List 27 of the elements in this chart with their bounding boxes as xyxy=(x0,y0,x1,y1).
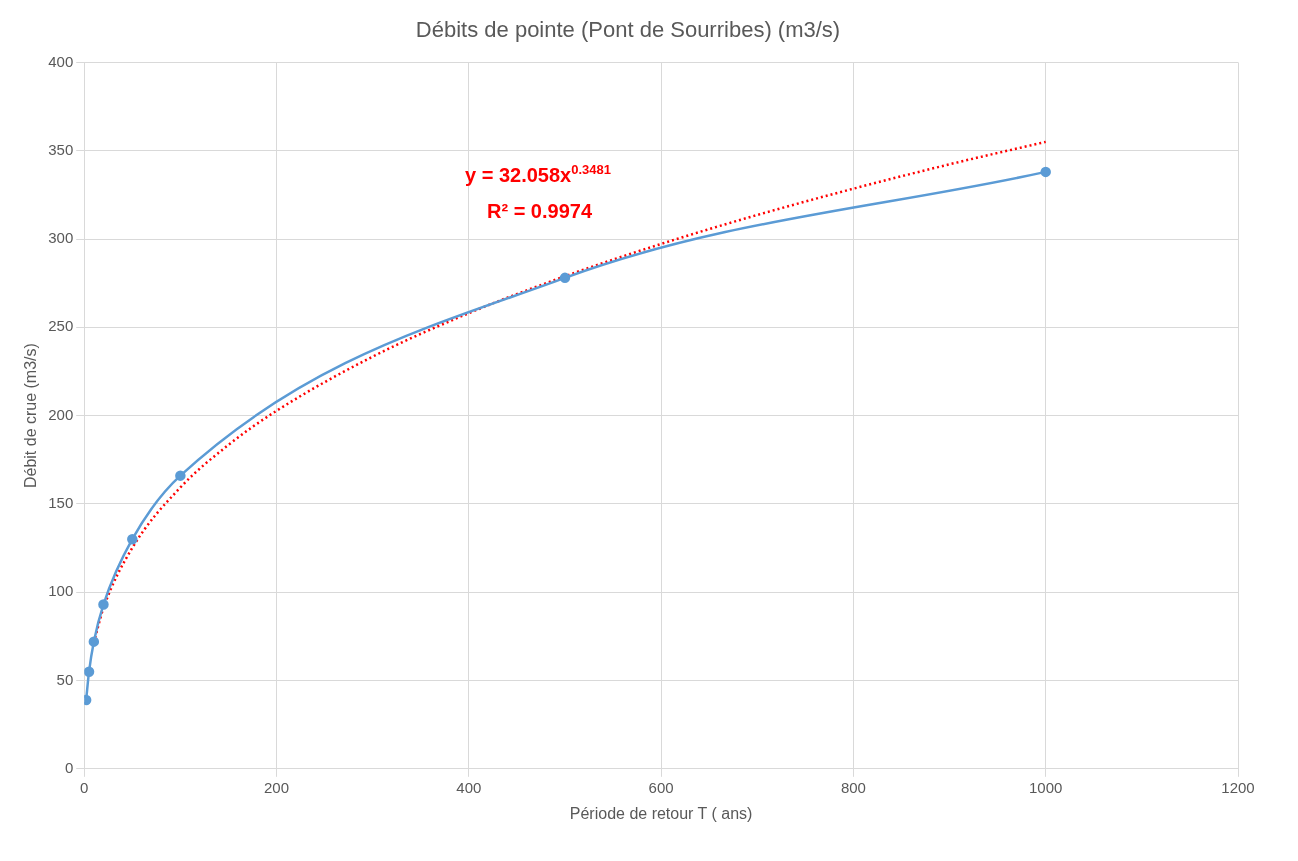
point xyxy=(127,533,138,545)
y-tick-label: 250 xyxy=(48,317,74,335)
y-tick-label: 150 xyxy=(48,494,74,512)
y-tick-label: 200 xyxy=(48,405,74,423)
point xyxy=(88,636,100,647)
y-tick-label: 0 xyxy=(64,758,74,776)
annotation: R² = 0.9974 xyxy=(486,200,593,223)
y-tick-label: 300 xyxy=(48,229,74,247)
x-tick-label: 0 xyxy=(80,778,89,796)
point xyxy=(1040,166,1051,178)
x-tick-label: 1000 xyxy=(1029,778,1063,796)
y-tick-label: 50 xyxy=(56,670,74,688)
point xyxy=(98,599,109,610)
point xyxy=(84,666,95,677)
y-tick-label: 350 xyxy=(48,140,74,158)
chart-title: Débits de pointe (Pont de Sourribes) (m3/s) xyxy=(415,17,841,43)
x-tick-label: 1200 xyxy=(1221,778,1255,796)
x-tick-label: 800 xyxy=(840,778,866,796)
x-axis-title: Période de retour T ( ans) xyxy=(569,804,753,822)
y-tick-label: 400 xyxy=(48,52,74,70)
y-axis-title: Débit de crue (m3/s) xyxy=(22,343,40,489)
y-tick-label: 100 xyxy=(48,582,74,600)
x-tick-label: 400 xyxy=(456,778,482,796)
x-tick-label: 200 xyxy=(264,778,290,796)
x-tick-label: 600 xyxy=(648,778,674,796)
point xyxy=(175,470,186,481)
point xyxy=(559,272,571,284)
